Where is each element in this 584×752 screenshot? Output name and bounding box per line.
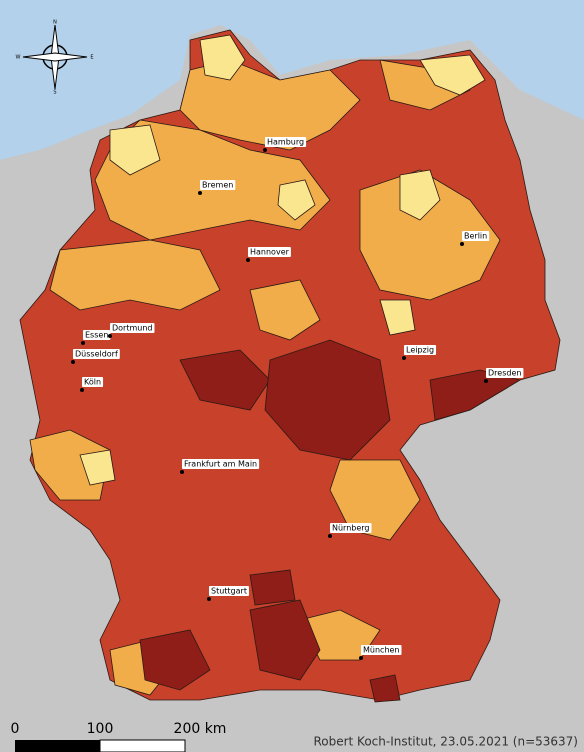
city-dot [263, 148, 267, 152]
compass [22, 24, 88, 90]
label-box [82, 377, 104, 387]
district [249, 599, 321, 681]
compass-label: N [53, 20, 57, 26]
city-dot [359, 656, 363, 660]
label-box [265, 137, 307, 147]
city-label: Hannover [248, 247, 291, 257]
city-dot [460, 242, 464, 246]
scale-segment [15, 740, 100, 752]
city-label: Düsseldorf [73, 349, 120, 359]
city-dot [207, 597, 211, 601]
district [109, 124, 161, 176]
district [329, 459, 421, 541]
neighbour-land [0, 150, 60, 300]
city-name: Nürnberg [332, 524, 370, 533]
city-dot [80, 388, 84, 392]
district [139, 629, 211, 691]
label-box [248, 247, 291, 257]
district [179, 349, 271, 411]
city-dot [180, 470, 184, 474]
district [277, 179, 316, 221]
district-group [139, 339, 522, 703]
city-name: Bremen [202, 181, 233, 190]
label-box [330, 523, 372, 533]
city-label: München [361, 645, 402, 655]
city-dot [246, 258, 250, 262]
city-name: Frankfurt am Main [184, 460, 257, 469]
label-box [404, 345, 437, 355]
city-label: Leipzig [404, 345, 437, 355]
city-dot [81, 341, 85, 345]
compass-label: S [53, 90, 56, 96]
district [419, 54, 486, 96]
compass-label: E [90, 55, 93, 61]
compass-needle [22, 52, 88, 62]
compass-label: W [16, 55, 21, 61]
label-box [462, 231, 490, 241]
label-box [200, 180, 236, 190]
city-name: Stuttgart [211, 587, 247, 596]
label-box [83, 330, 111, 340]
sea [0, 0, 584, 160]
scale-label: 0 [11, 721, 20, 737]
city-name: Berlin [464, 232, 487, 241]
city-label: Stuttgart [209, 586, 249, 596]
city-label: Nürnberg [330, 523, 372, 533]
city-dot [328, 534, 332, 538]
scale-label: 100 [87, 721, 114, 737]
label-box [361, 645, 402, 655]
city-dot [198, 191, 202, 195]
city-dot [484, 379, 488, 383]
city-label: Hamburg [265, 137, 307, 147]
district [249, 569, 296, 606]
district [49, 239, 221, 311]
city-label: Essen [83, 330, 111, 340]
city-dot [71, 360, 75, 364]
city-dot [108, 334, 112, 338]
city-name: Hannover [250, 248, 290, 257]
label-box [209, 586, 249, 596]
label-box [486, 368, 524, 378]
district [429, 369, 522, 421]
city-label: Dortmund [110, 323, 155, 333]
credit: Robert Koch-Institut, 23.05.2021 (n=5363… [313, 735, 578, 749]
district-group [79, 34, 486, 486]
scale-segment [99, 739, 186, 752]
city-label: Berlin [462, 231, 490, 241]
city-label: Köln [82, 377, 104, 387]
district [249, 279, 321, 341]
city-dot [402, 356, 406, 360]
district [379, 299, 416, 336]
district [399, 169, 441, 221]
city-name: Essen [85, 331, 108, 340]
district [369, 674, 401, 703]
city-name: Köln [84, 378, 101, 387]
label-box [73, 349, 120, 359]
label-box [110, 323, 155, 333]
district [359, 169, 501, 301]
city-name: Hamburg [267, 138, 304, 147]
city-name: Düsseldorf [75, 350, 118, 359]
label-box [182, 459, 260, 469]
city-name: Leipzig [406, 346, 434, 355]
city-name: Dresden [488, 369, 521, 378]
city-label: Frankfurt am Main [182, 459, 260, 469]
city-name: Dortmund [112, 324, 153, 333]
city-label: Dresden [486, 368, 524, 378]
district [199, 34, 246, 81]
city-name: München [363, 646, 400, 655]
scale-label: 200 km [174, 721, 227, 737]
district [264, 339, 391, 461]
district [79, 449, 116, 486]
district [179, 59, 361, 151]
city-label: Bremen [200, 180, 236, 190]
